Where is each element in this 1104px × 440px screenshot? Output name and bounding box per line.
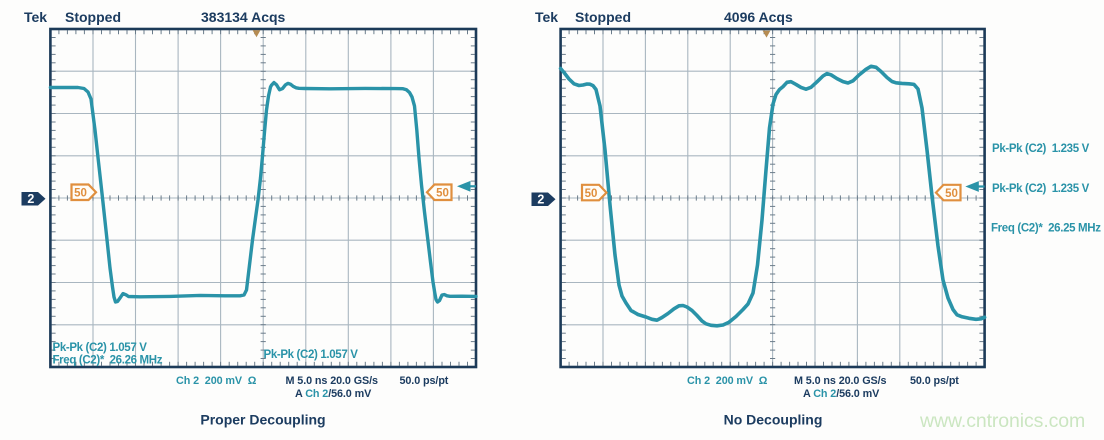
svg-text:M 5.0 ns 20.0 GS/s: M 5.0 ns 20.0 GS/s	[286, 375, 379, 387]
svg-text:50: 50	[585, 188, 598, 200]
svg-text:2: 2	[537, 192, 544, 206]
svg-text:Pk-Pk (C2) 1.057 V: Pk-Pk (C2) 1.057 V	[53, 342, 148, 354]
svg-text:4096 Acqs: 4096 Acqs	[724, 9, 793, 25]
svg-text:383134 Acqs: 383134 Acqs	[201, 9, 286, 25]
svg-text:Stopped: Stopped	[65, 9, 121, 25]
svg-text:Ch 2 200 mV Ω: Ch 2 200 mV Ω	[176, 375, 257, 387]
svg-text:Pk-Pk (C2) 1.235 V: Pk-Pk (C2) 1.235 V	[992, 143, 1090, 155]
svg-text:Ch 2 200 mV Ω: Ch 2 200 mV Ω	[687, 375, 768, 387]
svg-text:50: 50	[945, 188, 958, 200]
svg-text:Pk-Pk (C2) 1.235 V: Pk-Pk (C2) 1.235 V	[992, 183, 1090, 195]
svg-text:Freq (C2)* 26.25 MHz: Freq (C2)* 26.25 MHz	[991, 223, 1101, 235]
svg-text:Freq (C2)* 26.26 MHz: Freq (C2)* 26.26 MHz	[53, 355, 163, 367]
svg-text:Stopped: Stopped	[575, 9, 631, 25]
svg-text:50: 50	[74, 188, 87, 200]
svg-text:Tek: Tek	[535, 9, 558, 25]
svg-text:A Ch 2/56.0 mV: A Ch 2/56.0 mV	[803, 388, 880, 400]
svg-text:A Ch 2/56.0 mV: A Ch 2/56.0 mV	[295, 388, 372, 400]
svg-text:Pk-Pk (C2) 1.057 V: Pk-Pk (C2) 1.057 V	[264, 349, 359, 361]
svg-text:Proper Decoupling: Proper Decoupling	[200, 412, 325, 428]
svg-text:50: 50	[436, 188, 449, 200]
svg-text:Tek: Tek	[24, 9, 47, 25]
svg-text:50.0 ps/pt: 50.0 ps/pt	[400, 375, 449, 387]
svg-text:2: 2	[27, 192, 34, 206]
svg-text:www.cntronics.com: www.cntronics.com	[919, 410, 1085, 432]
svg-text:M 5.0 ns 20.0 GS/s: M 5.0 ns 20.0 GS/s	[794, 375, 887, 387]
svg-text:50.0 ps/pt: 50.0 ps/pt	[910, 375, 959, 387]
svg-text:No Decoupling: No Decoupling	[724, 412, 823, 428]
